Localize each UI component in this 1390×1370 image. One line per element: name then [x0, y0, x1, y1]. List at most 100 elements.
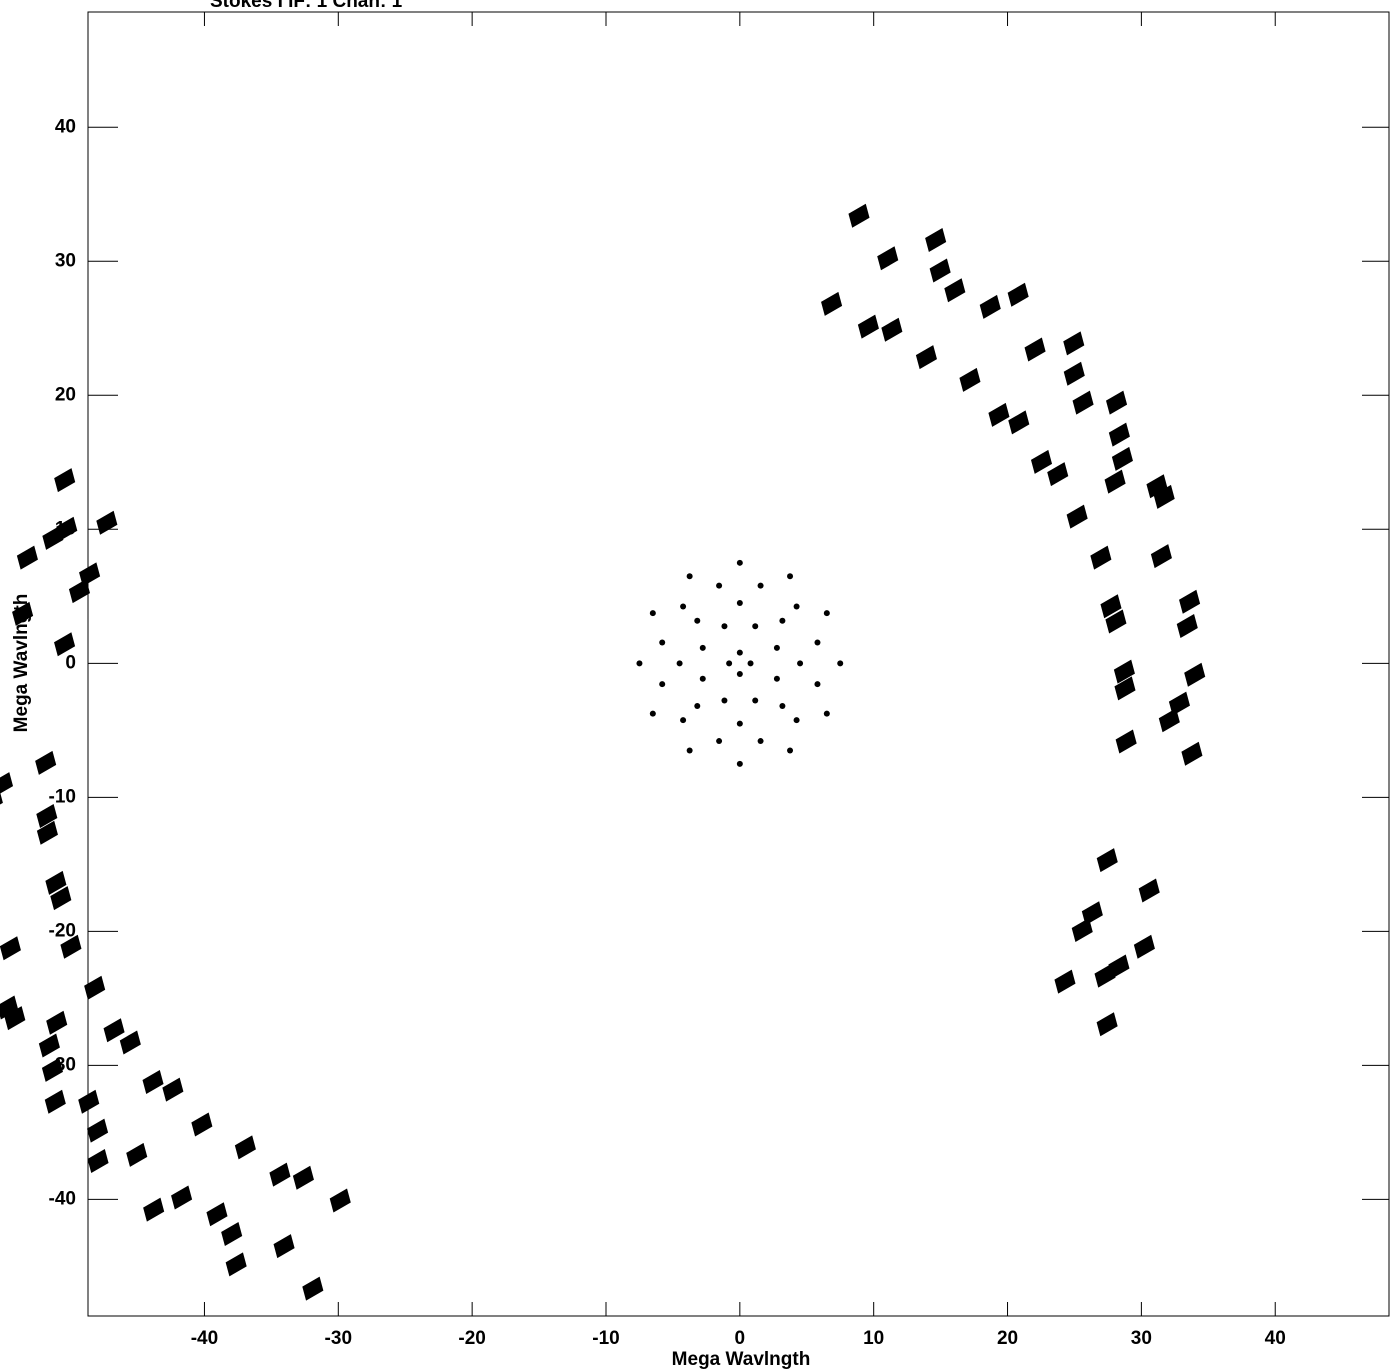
uv-patch [1113, 659, 1135, 684]
uv-patch [877, 246, 899, 271]
uv-point [787, 573, 794, 580]
uv-patch [221, 1221, 243, 1246]
uv-patch [1094, 963, 1116, 988]
y-axis-label: Mega Wavlngth [11, 594, 32, 733]
uv-patch [1105, 609, 1127, 634]
uv-point [636, 660, 643, 667]
uv-point [659, 639, 666, 646]
uv-patch [848, 203, 870, 228]
uv-patch [54, 632, 76, 657]
uv-point [793, 603, 800, 610]
chart-title: Stokes I IF: 1 Chan: 1 [210, 0, 403, 12]
uv-patch [234, 1135, 256, 1160]
uv-patch [143, 1197, 165, 1222]
y-tick-label: 20 [55, 384, 76, 405]
uv-patch [78, 1089, 100, 1114]
uv-patch [45, 870, 67, 895]
uv-point [736, 720, 743, 727]
uv-patch [0, 772, 14, 797]
uv-patch [54, 468, 76, 493]
uv-patch [36, 804, 58, 829]
uv-point [793, 717, 800, 724]
uv-patch [171, 1185, 193, 1210]
uv-patch [1150, 544, 1172, 569]
uv-point [773, 675, 780, 682]
uv-patch [60, 934, 82, 959]
uv-point [787, 747, 794, 754]
uv-patch [915, 345, 937, 370]
uv-patch [87, 1149, 109, 1174]
uv-point [747, 660, 754, 667]
uv-patch [1104, 469, 1126, 494]
uv-patch [929, 258, 951, 283]
uv-patch [56, 516, 78, 541]
uv-point [757, 582, 764, 589]
uv-patch [1072, 390, 1094, 415]
uv-patch [50, 886, 72, 911]
uv-point [699, 644, 706, 651]
uv-point [649, 710, 656, 717]
uv-patch [0, 936, 21, 961]
y-tick-label: -10 [49, 786, 76, 807]
y-tick-label: -20 [49, 920, 76, 941]
uv-point [649, 610, 656, 617]
uv-patch [292, 1165, 314, 1190]
uv-patch [1054, 969, 1076, 994]
uv-patch [1007, 282, 1029, 307]
uv-patch [1153, 484, 1175, 509]
uv-point [694, 702, 701, 709]
uv-patch [1008, 410, 1030, 435]
uv-point [773, 644, 780, 651]
uv-patch [162, 1077, 184, 1102]
x-tick-label: -40 [191, 1328, 218, 1349]
uv-point [797, 660, 804, 667]
uv-point [721, 697, 728, 704]
uv-point [779, 617, 786, 624]
uv-point [699, 675, 706, 682]
x-tick-label: -30 [325, 1328, 352, 1349]
uv-patch [1176, 614, 1198, 639]
uv-patch [1024, 337, 1046, 362]
uv-point [716, 738, 723, 745]
uv-point [721, 623, 728, 630]
uv-patch [944, 278, 966, 303]
x-tick-label: 0 [735, 1328, 746, 1349]
uv-patch [1146, 474, 1168, 499]
uv-point [779, 702, 786, 709]
uv-point [659, 681, 666, 688]
uv-patch [1108, 422, 1130, 447]
uv-point [736, 649, 743, 656]
x-axis-label: Mega Wavlngth [672, 1349, 811, 1370]
uv-patch [0, 995, 19, 1020]
uv-patch [988, 402, 1010, 427]
uv-patch [84, 975, 106, 1000]
uv-patch [16, 545, 38, 570]
uv-patch [269, 1162, 291, 1187]
uv-patch [35, 750, 57, 775]
uv-point [736, 600, 743, 607]
uv-patch [1179, 589, 1201, 614]
uv-patch [1133, 934, 1155, 959]
y-tick-label: 40 [55, 116, 76, 137]
x-tick-label: 20 [997, 1328, 1018, 1349]
uv-patch [1115, 729, 1137, 754]
uv-patch [4, 1006, 26, 1031]
uv-patch [142, 1069, 164, 1094]
uv-patch [126, 1142, 148, 1167]
x-tick-label: -20 [458, 1328, 485, 1349]
uv-patch [1138, 878, 1160, 903]
uv-point [716, 582, 723, 589]
uv-patch [1114, 676, 1136, 701]
uv-patch [1096, 1012, 1118, 1037]
uv-point [814, 639, 821, 646]
uv-patch [119, 1030, 141, 1055]
uv-patch [1168, 691, 1190, 716]
uv-point [694, 617, 701, 624]
uv-patch [1030, 449, 1053, 474]
uv-patch [1090, 545, 1112, 570]
uv-patch [273, 1234, 295, 1259]
uv-point [752, 623, 759, 630]
uv-patch [225, 1252, 247, 1277]
uv-patch [821, 291, 843, 316]
uv-patch [1111, 446, 1133, 471]
